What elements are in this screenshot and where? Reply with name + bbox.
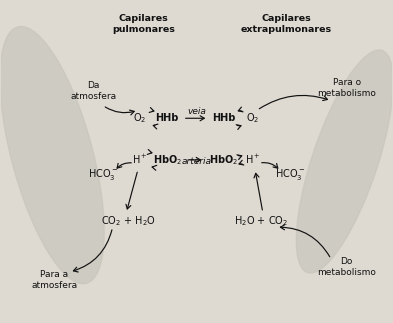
Text: H$^+$: H$^+$ — [132, 153, 148, 166]
Text: arteria: arteria — [182, 157, 211, 166]
Text: HCO$_3^-$: HCO$_3^-$ — [88, 167, 118, 182]
Text: HHb: HHb — [156, 113, 179, 123]
Ellipse shape — [296, 50, 393, 273]
Text: H$_2$O + CO$_2$: H$_2$O + CO$_2$ — [234, 214, 288, 228]
Text: O$_2$: O$_2$ — [133, 111, 147, 125]
Text: Capilares
pulmonares: Capilares pulmonares — [112, 14, 175, 34]
Text: HHb: HHb — [212, 113, 235, 123]
Text: H$^+$: H$^+$ — [245, 153, 261, 166]
Ellipse shape — [0, 26, 104, 284]
Text: HbO$_2$: HbO$_2$ — [209, 153, 239, 167]
Text: Do
metabolismo: Do metabolismo — [317, 257, 376, 277]
Text: veia: veia — [187, 107, 206, 116]
Text: O$_2$: O$_2$ — [246, 111, 260, 125]
Text: HCO$_3^-$: HCO$_3^-$ — [275, 167, 305, 182]
Text: CO$_2$ + H$_2$O: CO$_2$ + H$_2$O — [101, 214, 156, 228]
Text: Capilares
extrapulmonares: Capilares extrapulmonares — [241, 14, 332, 34]
Text: Para a
atmosfera: Para a atmosfera — [31, 270, 77, 290]
Text: Da
atmosfera: Da atmosfera — [70, 81, 116, 101]
Text: Para o
metabolismo: Para o metabolismo — [317, 78, 376, 98]
Text: HbO$_2$: HbO$_2$ — [153, 153, 182, 167]
